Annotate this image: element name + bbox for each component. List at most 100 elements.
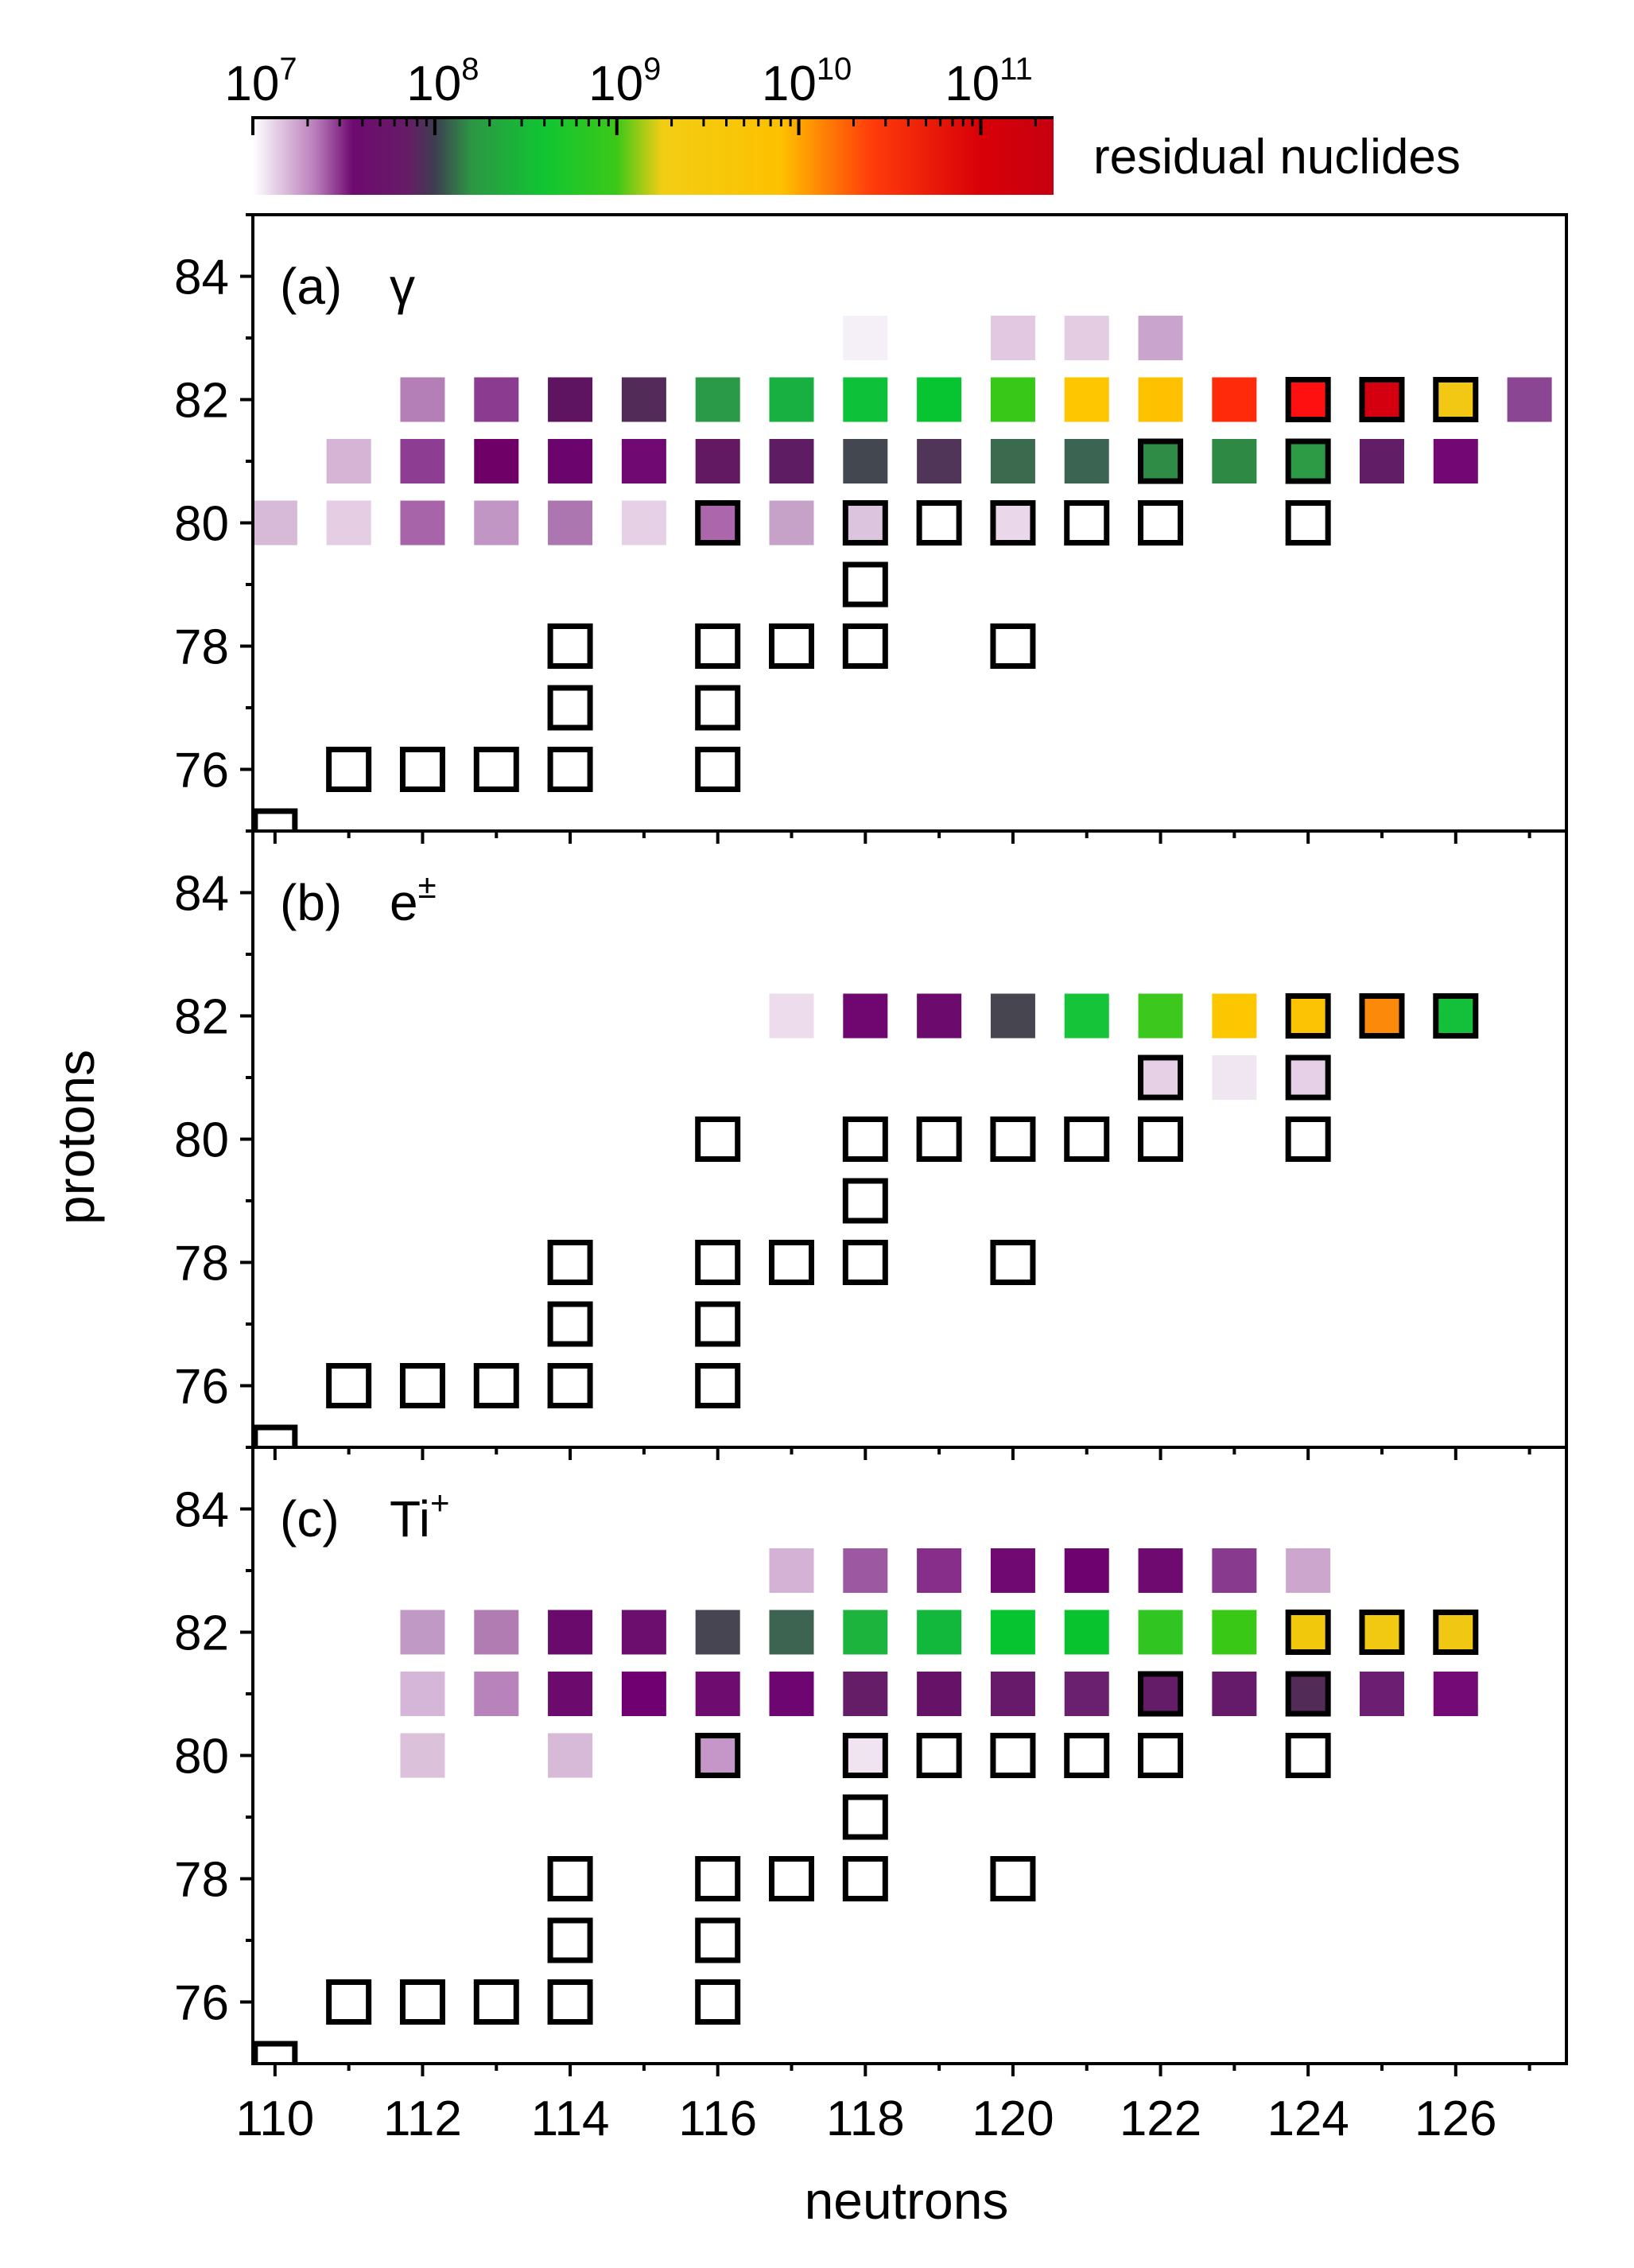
x-tick-label: 118 [826, 2091, 905, 2146]
panel-particle-superscript: + [430, 1484, 450, 1521]
stable-isotope-outline [842, 623, 888, 669]
colorbar-tick-label: 1011 [945, 52, 1033, 111]
stable-isotope-outline [695, 1733, 741, 1778]
nuclide-cell [1212, 1055, 1257, 1100]
nuclide-cell [1064, 1610, 1109, 1655]
nuclide-cell [621, 439, 666, 484]
nuclide-cell [1064, 1672, 1109, 1716]
stable-isotope-outline [842, 1794, 888, 1840]
x-tick-label: 114 [531, 2091, 610, 2146]
stable-isotope-outline [547, 1240, 593, 1285]
colorbar-tick-exponent: 11 [999, 52, 1033, 87]
nuclide-cell [917, 377, 962, 422]
nuclide-cell [621, 1610, 666, 1655]
nuclide-cell [1359, 1672, 1404, 1716]
nuclide-cell [326, 439, 371, 484]
stable-isotope-outline [1138, 1733, 1184, 1778]
nuclide-cell [548, 500, 593, 546]
nuclide-cell [769, 1548, 814, 1593]
panel-label: (a) [280, 258, 342, 315]
stable-isotope-outline [1285, 1733, 1331, 1778]
colorbar-tick-exponent: 9 [643, 52, 661, 87]
stable-isotope-outline [1285, 993, 1331, 1039]
nuclide-cell [1064, 377, 1109, 422]
y-tick-label: 80 [174, 1730, 229, 1784]
stable-isotope-outline [990, 1733, 1036, 1778]
colorbar-tick-label: 107 [224, 52, 297, 111]
nuclide-cell [1212, 439, 1257, 484]
nuclide-cell [769, 993, 814, 1039]
stable-isotope-outline [990, 500, 1036, 546]
stable-isotope-outline [695, 1979, 741, 2025]
stable-isotope-outline [990, 1240, 1036, 1285]
nuclide-cell [1286, 1055, 1331, 1100]
y-tick-label: 80 [174, 497, 229, 552]
nuclide-cell [917, 1610, 962, 1655]
nuclide-cell [990, 1548, 1035, 1593]
x-tick-label: 112 [383, 2091, 462, 2146]
nuclide-cell [695, 377, 740, 422]
stable-isotope-outline [695, 747, 741, 792]
colorbar-tick-exponent: 8 [461, 52, 479, 87]
nuclide-cell [695, 1610, 740, 1655]
nuclide-cell [843, 1733, 888, 1778]
nuclide-cell [843, 377, 888, 422]
nuclide-cell [769, 500, 814, 546]
stable-isotope-outline [695, 623, 741, 669]
nuclide-cell [1064, 1548, 1109, 1593]
stable-isotope-outline [1359, 377, 1405, 422]
nuclide-cell [1138, 993, 1183, 1039]
stable-isotope-outline [547, 1301, 593, 1347]
nuclide-cell [1064, 993, 1109, 1039]
stable-isotope-outline [473, 1979, 519, 2025]
colorbar-tick-exponent: 7 [279, 52, 297, 87]
panels: 76 78 80 82 84 (a) γ 76 78 80 82 84 (b) e± 76 78 80 82 84 (… [174, 213, 1568, 2146]
nuclide-cell [1433, 1672, 1478, 1716]
x-tick-label: 110 [235, 2091, 314, 2146]
nuclide-cell [1138, 439, 1183, 484]
nuclide-cell [474, 1672, 519, 1716]
stable-isotope-outline [842, 1117, 888, 1162]
stable-isotope-outline [916, 500, 962, 546]
nuclide-cell [1359, 377, 1404, 422]
nuclide-cell [400, 1672, 445, 1716]
panel-content [253, 316, 1552, 831]
nuclide-cell [548, 377, 593, 422]
stable-isotope-outline [695, 500, 741, 546]
panel-2: 76 78 80 82 84 (b) e± [174, 829, 1568, 1460]
stable-isotope-outline [547, 747, 593, 792]
stable-isotope-outline [916, 1733, 962, 1778]
stable-isotope-outline [1138, 500, 1184, 546]
nuclide-cell [769, 377, 814, 422]
nuclide-cell [474, 377, 519, 422]
nuclide-cell [1433, 377, 1478, 422]
stable-isotope-outline [916, 1117, 962, 1162]
stable-isotope-outline [473, 1363, 519, 1408]
nuclide-cell [843, 1610, 888, 1655]
panel-particle: e± [390, 868, 437, 931]
nuclide-cell [695, 1672, 740, 1716]
nuclide-cell [1064, 316, 1109, 360]
stable-isotope-outline [990, 1117, 1036, 1162]
stable-isotope-outline [547, 623, 593, 669]
stable-isotope-outline [695, 1363, 741, 1408]
nuclide-cell [695, 500, 740, 546]
stable-isotope-outline [695, 685, 741, 731]
stable-isotope-outline [1433, 993, 1479, 1039]
nuclide-cell [1138, 1672, 1183, 1716]
stable-isotope-outline [695, 1240, 741, 1285]
stable-isotope-outline [326, 1363, 372, 1408]
stable-isotope-outline [399, 1363, 445, 1408]
nuclide-cell [474, 500, 519, 546]
colorbar-tick-label: 108 [406, 52, 479, 111]
stable-isotope-outline [1138, 1671, 1184, 1717]
y-tick-label: 76 [174, 1360, 229, 1415]
nuclide-cell [326, 500, 371, 546]
stable-isotope-outline [326, 1979, 372, 2025]
nuclide-cell [917, 439, 962, 484]
nuclide-cell [548, 1733, 593, 1778]
y-tick-label: 78 [174, 1237, 229, 1291]
stable-isotope-outline [1285, 500, 1331, 546]
stable-isotope-outline [842, 500, 888, 546]
nuclide-cell [1138, 377, 1183, 422]
